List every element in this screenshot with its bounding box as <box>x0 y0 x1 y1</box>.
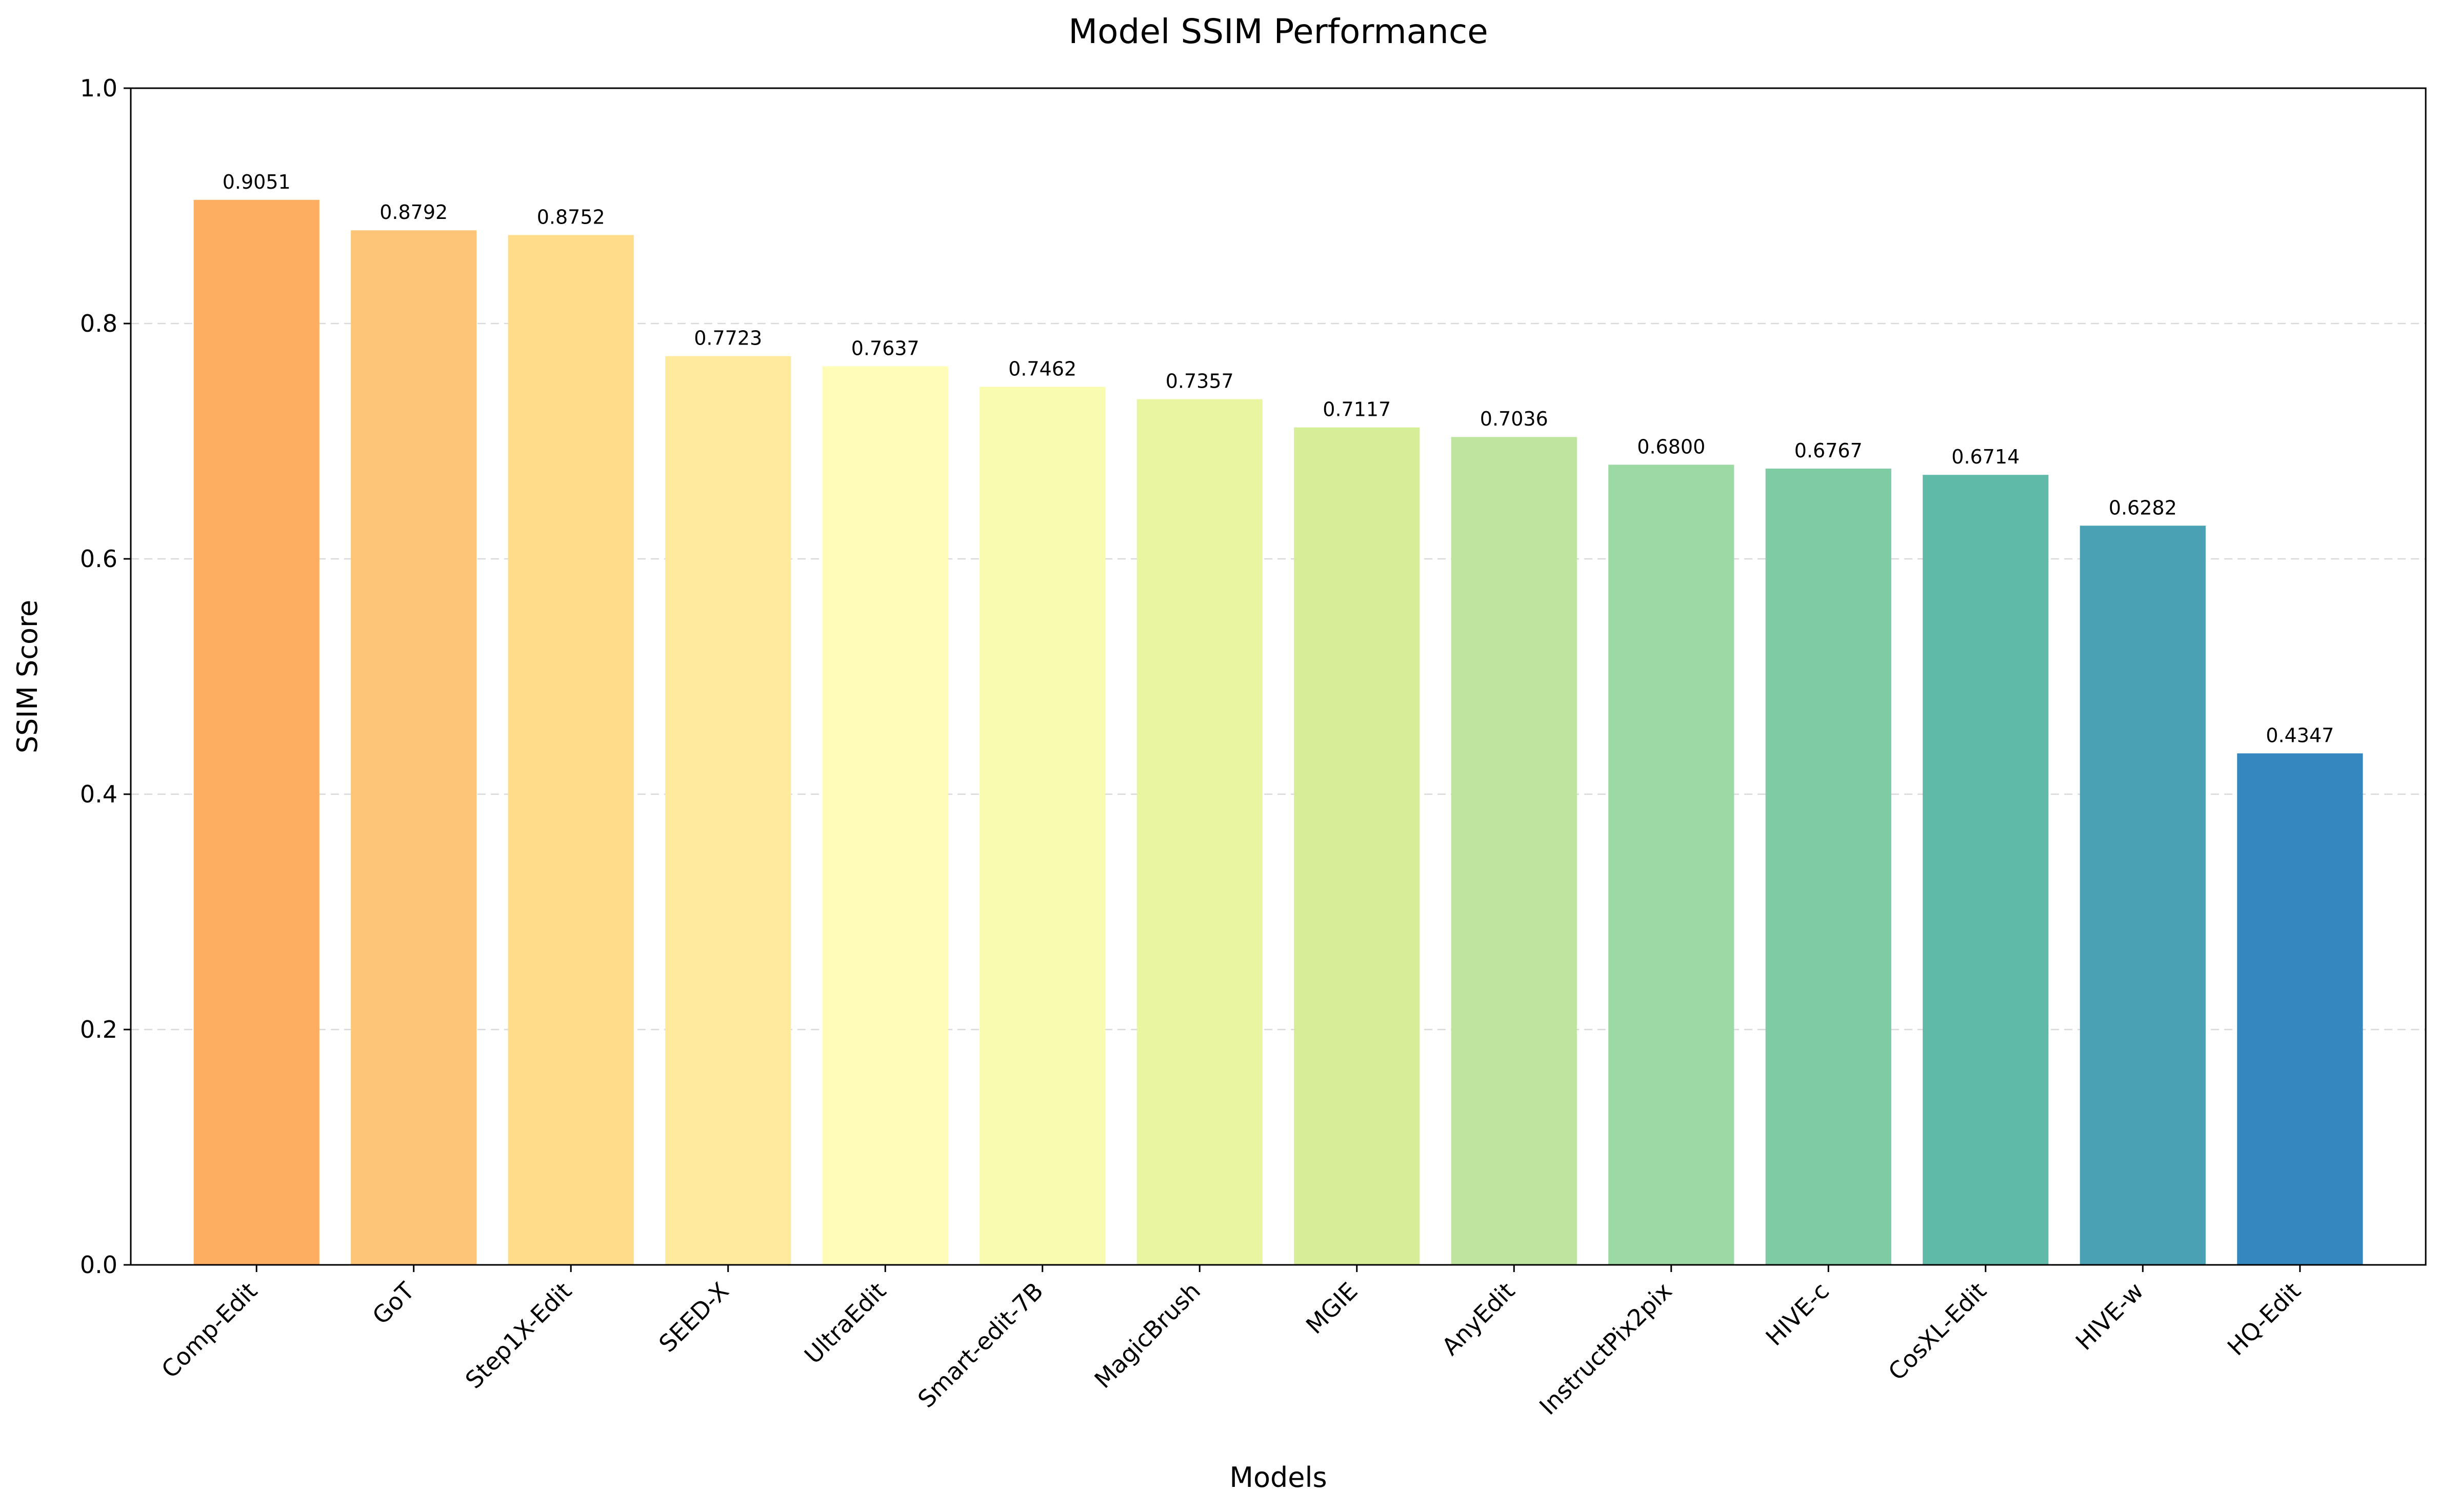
bars <box>193 199 2363 1265</box>
x-tick-label: HQ-Edit <box>2222 1277 2306 1361</box>
data-label: 0.7357 <box>1166 370 1234 393</box>
bar-cosxl-edit <box>1923 475 2049 1265</box>
data-label: 0.6800 <box>1637 435 1705 458</box>
y-tick-label: 1.0 <box>80 74 117 102</box>
data-label: 0.7462 <box>1008 357 1076 380</box>
x-tick-label: InstructPix2pix <box>1534 1277 1677 1420</box>
data-label: 0.6767 <box>1794 439 1863 462</box>
data-label: 0.7723 <box>694 327 762 350</box>
bar-magicbrush <box>1136 399 1263 1265</box>
x-axis-label: Models <box>1229 1461 1327 1494</box>
x-axis: Comp-Edit GoT Step1X-Edit SEED-X UltraEdit Sm… <box>156 1265 2306 1420</box>
bar-hq-edit <box>2237 753 2363 1265</box>
data-label: 0.8792 <box>379 201 448 224</box>
chart-title: Model SSIM Performance <box>1068 12 1488 51</box>
bar-got <box>351 230 477 1265</box>
x-tick-label: MGIE <box>1301 1277 1363 1339</box>
bar-ultraedit <box>822 366 948 1265</box>
y-tick-label: 0.2 <box>80 1016 117 1043</box>
bar-hive-w <box>2080 526 2206 1265</box>
plot-frame <box>130 87 2427 1266</box>
x-tick-label: GoT <box>367 1277 420 1330</box>
bar-mgie <box>1294 427 1420 1265</box>
data-label: 0.7036 <box>1480 408 1548 430</box>
y-tick-label: 0.4 <box>80 780 117 808</box>
x-tick-label: Smart-edit-7B <box>912 1277 1049 1413</box>
y-tick-label: 0.6 <box>80 545 117 573</box>
y-axis: 0.0 0.2 0.4 0.6 0.8 1.0 <box>80 74 131 1279</box>
bar-seed-x <box>665 356 791 1265</box>
bar-hive-c <box>1765 468 1891 1265</box>
data-label: 0.9051 <box>223 171 291 193</box>
x-tick-label: Step1X-Edit <box>460 1277 577 1394</box>
x-tick-label: Comp-Edit <box>156 1277 263 1383</box>
x-tick-label: CosXL-Edit <box>1883 1277 1991 1385</box>
bar-comp-edit <box>193 199 319 1265</box>
data-label: 0.4347 <box>2266 724 2334 747</box>
y-tick-label: 0.8 <box>80 310 117 337</box>
bar-instructpix2pix <box>1608 465 1734 1265</box>
data-labels: 0.9051 0.8792 0.8752 0.7723 0.7637 0.7462 0.73… <box>223 171 2334 747</box>
x-tick-label: UltraEdit <box>799 1277 891 1369</box>
y-tick-label: 0.0 <box>80 1251 117 1279</box>
x-tick-label: MagicBrush <box>1089 1277 1206 1394</box>
data-label: 0.7117 <box>1323 398 1391 421</box>
data-label: 0.8752 <box>537 206 605 228</box>
data-label: 0.7637 <box>851 337 920 359</box>
x-tick-label: AnyEdit <box>1436 1277 1520 1360</box>
bar-smart-edit-7b <box>980 387 1106 1265</box>
x-tick-label: HIVE-w <box>2070 1277 2149 1355</box>
bar-step1x-edit <box>508 235 634 1265</box>
y-axis-label: SSIM Score <box>11 600 44 753</box>
bar-anyedit <box>1451 437 1577 1265</box>
data-label: 0.6282 <box>2109 496 2177 519</box>
x-tick-label: HIVE-c <box>1760 1277 1834 1351</box>
data-label: 0.6714 <box>1951 446 2020 468</box>
x-tick-label: SEED-X <box>653 1277 734 1357</box>
